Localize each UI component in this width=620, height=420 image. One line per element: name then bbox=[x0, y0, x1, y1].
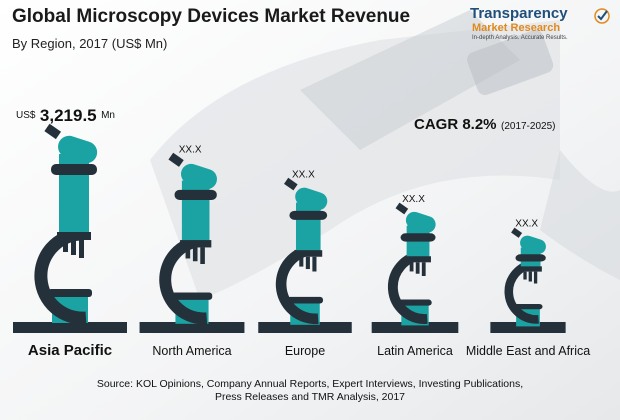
microscope-objective bbox=[312, 256, 317, 272]
microscope-stage-plate bbox=[513, 303, 543, 310]
microscope-objective bbox=[79, 240, 84, 258]
microscope-collar bbox=[51, 164, 97, 175]
microscope-nosepiece bbox=[57, 232, 91, 240]
logo-name: Transparency bbox=[470, 5, 568, 22]
microscope-base bbox=[490, 322, 566, 333]
category-label: North America bbox=[152, 344, 231, 358]
company-logo: Transparency Market Research In-depth An… bbox=[470, 6, 610, 42]
microscope-stage-plate bbox=[286, 296, 324, 304]
microscope-objective bbox=[185, 247, 191, 259]
cagr-period: (2017-2025) bbox=[500, 121, 556, 132]
microscope-head bbox=[58, 135, 98, 164]
microscope-head bbox=[520, 235, 546, 254]
microscope-eyepiece bbox=[44, 123, 62, 140]
microscope-nosepiece bbox=[294, 250, 323, 257]
microscope-objective bbox=[200, 247, 205, 264]
microscope-collar bbox=[400, 233, 436, 242]
chart-subtitle: By Region, 2017 (US$ Mn) bbox=[12, 36, 168, 51]
microscope-objective bbox=[409, 262, 414, 272]
microscope-objective bbox=[299, 256, 304, 267]
microscope-eyepiece bbox=[284, 177, 298, 191]
category-label: Europe bbox=[285, 344, 325, 358]
microscope-head bbox=[180, 163, 217, 190]
microscope-head bbox=[405, 211, 436, 233]
logo-tagline: In-depth Analysis. Accurate Results. bbox=[472, 35, 568, 41]
microscope-objective bbox=[63, 240, 68, 252]
microscope-base bbox=[258, 322, 352, 333]
microscope-nosepiece bbox=[519, 266, 542, 272]
source-line-1: Source: KOL Opinions, Company Annual Rep… bbox=[96, 378, 524, 390]
highlight-number: 3,219.5 bbox=[39, 106, 97, 125]
logo-name-secondary: Market Research bbox=[472, 22, 561, 34]
bar-microscope bbox=[371, 202, 459, 333]
microscope-base bbox=[371, 322, 459, 333]
bar-microscope bbox=[13, 123, 127, 333]
microscope-objective bbox=[71, 240, 76, 255]
bar-microscope bbox=[139, 152, 245, 333]
microscope-collar bbox=[174, 189, 217, 200]
microscope-objective bbox=[533, 271, 538, 284]
bar-value-label: XX.X bbox=[402, 194, 425, 205]
microscope-eyepiece bbox=[395, 202, 409, 215]
highlight-currency: US$ bbox=[16, 110, 36, 121]
microscope-eyepiece bbox=[511, 227, 523, 238]
microscope-eyepiece bbox=[168, 152, 184, 167]
category-label: Middle East and Africa bbox=[466, 344, 590, 358]
microscope-objective bbox=[528, 271, 532, 282]
microscope-nosepiece bbox=[180, 240, 212, 248]
category-label: Latin America bbox=[377, 344, 453, 358]
microscope-stage-plate bbox=[48, 289, 92, 297]
checkmark-icon bbox=[594, 8, 610, 24]
microscope-head bbox=[295, 187, 328, 211]
microscope-nosepiece bbox=[405, 256, 431, 263]
bar-microscope bbox=[258, 177, 352, 333]
microscope-objective bbox=[192, 247, 198, 262]
microscope-stage-plate bbox=[171, 292, 213, 300]
microscope-collar bbox=[289, 210, 328, 220]
bar-value-label: XX.X bbox=[179, 145, 202, 156]
microscope-objective bbox=[421, 262, 426, 276]
microscope-base bbox=[139, 322, 245, 333]
source-line-2: Press Releases and TMR Analysis, 2017 bbox=[214, 391, 406, 403]
microscope-collar bbox=[515, 254, 546, 262]
category-label: Asia Pacific bbox=[28, 342, 112, 359]
microscope-base bbox=[13, 322, 127, 333]
microscope-body bbox=[295, 202, 321, 256]
cagr-label: CAGR 8.2% bbox=[414, 116, 497, 133]
highlight-value: US$ 3,219.5 Mn bbox=[16, 106, 115, 126]
microscope-objective bbox=[415, 262, 420, 274]
microscope-objective bbox=[523, 271, 527, 280]
bar-microscope bbox=[490, 227, 566, 333]
highlight-unit: Mn bbox=[101, 110, 115, 121]
microscope-objective bbox=[305, 256, 310, 270]
source-note: Source: KOL Opinions, Company Annual Rep… bbox=[0, 378, 620, 404]
cagr-annotation: CAGR 8.2% (2017-2025) bbox=[414, 116, 555, 134]
bar-value-label: XX.X bbox=[515, 219, 538, 230]
chart-title: Global Microscopy Devices Market Revenue bbox=[12, 6, 411, 27]
bar-value-label: XX.X bbox=[292, 169, 315, 180]
microscope-stage-plate bbox=[398, 299, 432, 306]
